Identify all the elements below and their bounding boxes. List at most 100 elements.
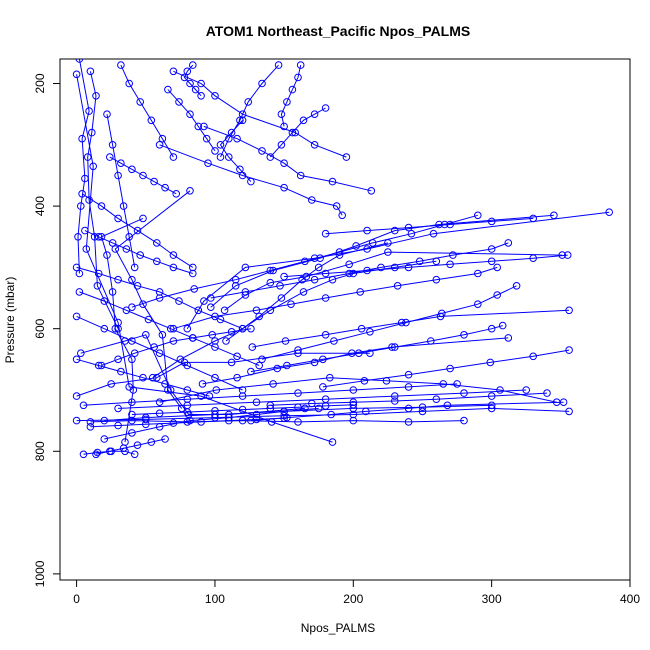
data-point xyxy=(169,337,178,345)
series-line xyxy=(109,156,177,195)
data-point xyxy=(130,349,139,358)
series-line xyxy=(76,407,570,422)
data-point xyxy=(446,260,454,269)
data-point xyxy=(446,364,454,373)
data-point xyxy=(266,266,275,275)
series-17 xyxy=(114,386,531,413)
data-point xyxy=(529,254,538,263)
data-point xyxy=(238,405,247,414)
data-point xyxy=(231,275,240,284)
data-point xyxy=(363,226,371,235)
data-point xyxy=(238,116,247,125)
data-point xyxy=(88,128,96,137)
data-point xyxy=(487,401,496,410)
data-point xyxy=(356,288,365,296)
data-point xyxy=(211,343,219,351)
data-point xyxy=(79,401,88,410)
x-axis: 0 100 200 300 400 xyxy=(73,579,640,606)
series-52 xyxy=(280,251,572,281)
data-point xyxy=(133,441,142,450)
series-line xyxy=(83,383,458,406)
series-line xyxy=(131,404,354,415)
data-point xyxy=(161,435,169,443)
data-point xyxy=(205,392,214,400)
data-point xyxy=(529,352,538,361)
series-35 xyxy=(72,263,247,333)
data-point xyxy=(310,110,319,118)
series-27 xyxy=(169,263,502,333)
data-point xyxy=(121,447,129,456)
data-point xyxy=(283,98,291,106)
series-line xyxy=(159,377,557,403)
data-point xyxy=(85,107,93,115)
data-point xyxy=(130,450,139,459)
data-point xyxy=(211,337,219,345)
data-point xyxy=(208,331,216,339)
data-point xyxy=(136,251,144,259)
series-23 xyxy=(155,141,347,220)
data-point xyxy=(100,297,109,305)
data-point xyxy=(487,404,496,413)
series-line xyxy=(183,64,202,97)
series-line xyxy=(90,417,285,428)
series-44 xyxy=(266,389,551,410)
data-point xyxy=(550,211,558,220)
data-point xyxy=(183,361,192,370)
data-point xyxy=(133,226,142,235)
series-line xyxy=(76,358,210,397)
data-point xyxy=(321,331,330,339)
data-point xyxy=(294,389,302,397)
data-point xyxy=(227,358,236,367)
data-point xyxy=(255,312,264,321)
data-point xyxy=(114,275,122,284)
data-point xyxy=(283,361,291,370)
data-point xyxy=(169,153,178,161)
data-point xyxy=(277,110,286,118)
data-point xyxy=(100,324,109,333)
data-point xyxy=(453,380,461,388)
data-point xyxy=(487,245,496,253)
data-point xyxy=(244,98,252,106)
data-point xyxy=(207,303,215,312)
data-point xyxy=(280,183,288,192)
data-point xyxy=(496,386,504,394)
data-point xyxy=(493,263,502,272)
y-axis-label: Pressure (mbar) xyxy=(3,277,17,364)
data-point xyxy=(166,386,175,394)
data-point xyxy=(280,414,288,423)
data-point xyxy=(190,285,198,293)
data-point xyxy=(321,104,330,112)
data-point xyxy=(72,263,81,272)
data-point xyxy=(227,128,236,137)
x-axis-label: Npos_PALMS xyxy=(301,621,375,635)
data-point xyxy=(294,73,302,82)
data-point xyxy=(197,92,205,100)
data-point xyxy=(294,346,302,354)
data-point xyxy=(180,73,189,82)
data-point xyxy=(446,220,454,229)
series-line xyxy=(90,420,465,423)
data-point xyxy=(136,98,144,106)
data-point xyxy=(216,141,225,149)
data-point xyxy=(183,408,192,416)
data-point xyxy=(355,349,363,358)
data-point xyxy=(175,98,183,106)
data-point xyxy=(393,282,402,290)
data-point xyxy=(93,282,102,290)
data-point xyxy=(86,67,95,76)
data-point xyxy=(225,134,233,143)
data-point xyxy=(345,269,354,278)
data-point xyxy=(183,386,192,394)
series-53 xyxy=(321,214,538,238)
data-point xyxy=(236,165,244,174)
data-point xyxy=(169,251,178,259)
data-point xyxy=(487,257,496,266)
data-point xyxy=(133,282,142,290)
data-point xyxy=(211,312,219,321)
data-point xyxy=(299,116,308,125)
series-10 xyxy=(248,306,573,351)
data-point xyxy=(404,223,413,232)
data-point xyxy=(266,306,275,315)
series-line xyxy=(101,328,251,366)
data-point xyxy=(439,380,448,388)
